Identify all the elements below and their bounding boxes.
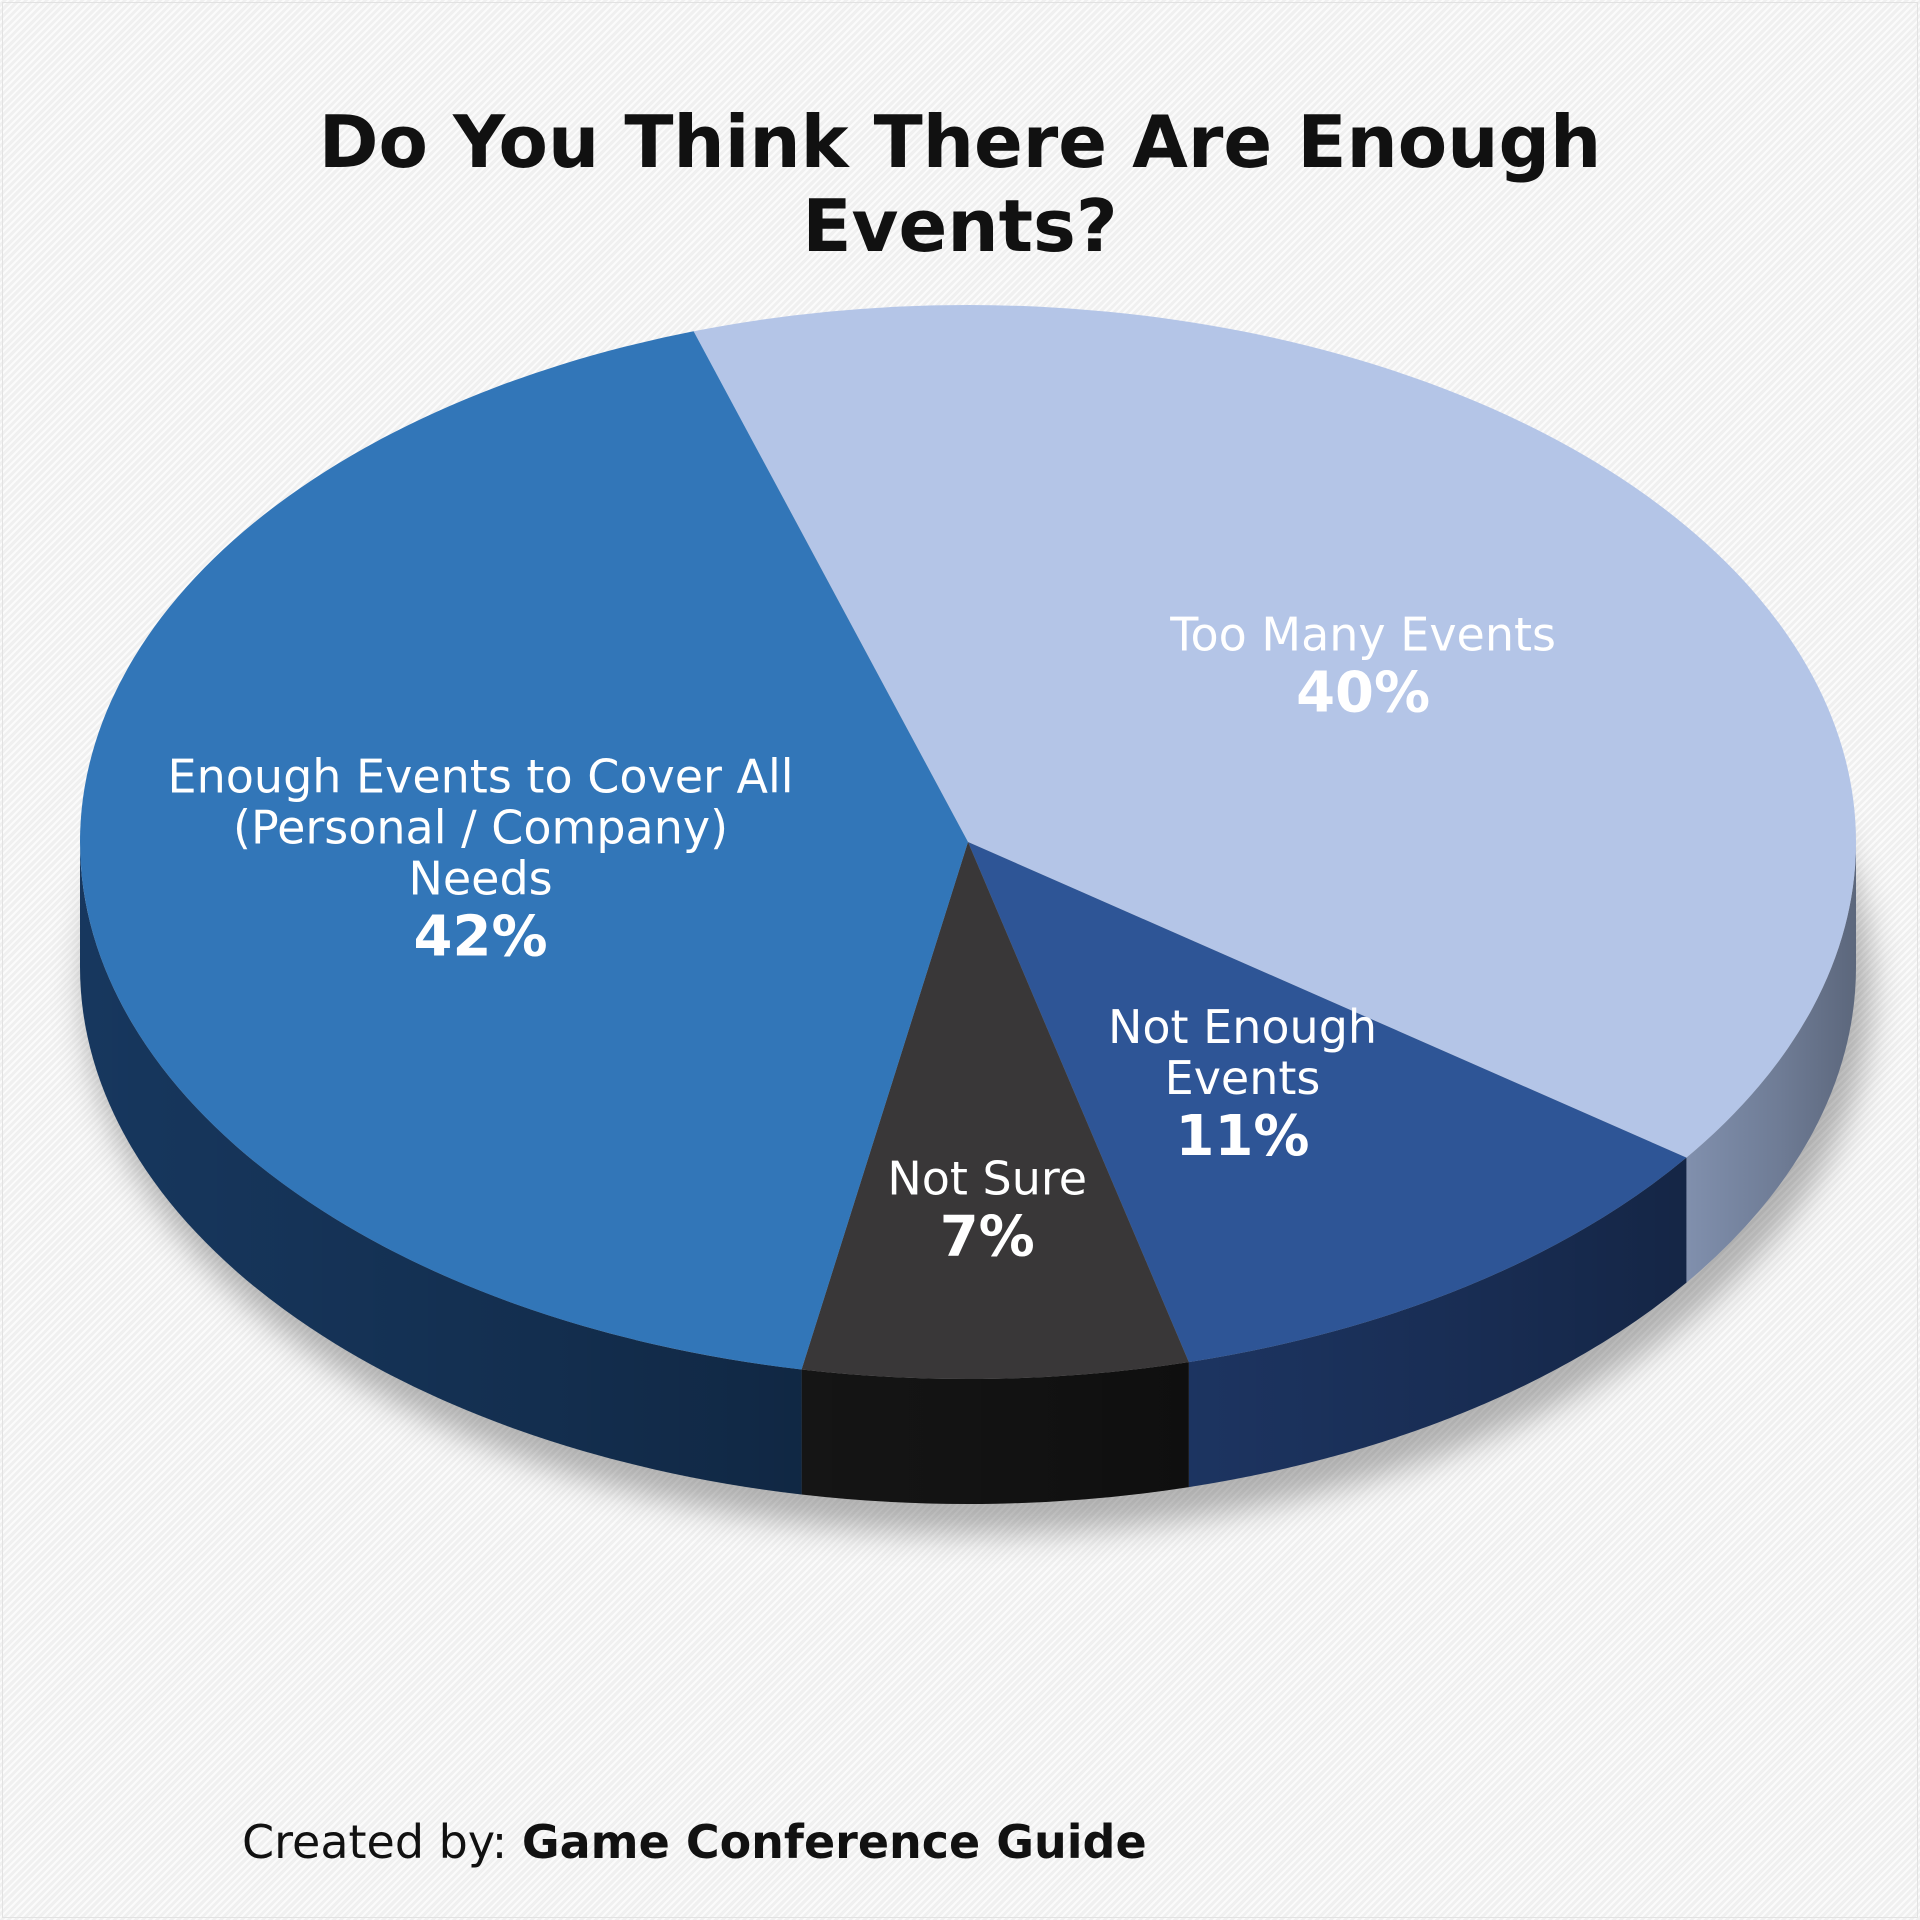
slice-4-value-label: 42% — [413, 904, 548, 970]
slice-4-side-shade — [79, 842, 802, 1495]
slice-2-value-label: 11% — [1175, 1104, 1310, 1170]
slice-1-label: Too Many Events 40% — [1170, 607, 1557, 727]
slice-4-top — [79, 331, 969, 1370]
chart-title-line-1: Do You Think There Are Enough — [318, 100, 1602, 184]
slice-1-top — [693, 305, 1856, 1158]
slice-1-side-shade — [1686, 842, 1856, 1283]
slice-2-side-shade — [1188, 1157, 1687, 1488]
slice-1-value-label: 40% — [1296, 660, 1431, 726]
slice-2-top — [968, 842, 1687, 1363]
slice-2-label: Not Enough Events 11% — [1108, 1002, 1377, 1170]
slice-2-label-line-1: Not Enough — [1107, 1000, 1378, 1055]
slice-3-label: Not Sure 7% — [887, 1151, 1088, 1271]
slice-3-value-label: 7% — [939, 1204, 1035, 1270]
credit-line: Created by: Game Conference Guide — [242, 1815, 1147, 1869]
chart-title: Do You Think There Are Enough Events? — [260, 100, 1660, 268]
slice-4-label-line-1: Enough Events to Cover All — [167, 749, 794, 804]
slice-3-label-line-1: Not Sure — [887, 1151, 1088, 1206]
slice-2-label-line-2: Events — [1164, 1051, 1321, 1106]
slice-1-label-line-1: Too Many Events — [1170, 607, 1557, 662]
credit-brand: Game Conference Guide — [521, 1815, 1147, 1869]
chart-title-line-2: Events? — [802, 184, 1118, 268]
slice-4-label: Enough Events to Cover All (Personal / Co… — [168, 751, 794, 970]
slice-4-label-line-2: (Personal / Company) — [233, 800, 729, 855]
credit-prefix: Created by: — [242, 1815, 508, 1869]
slice-3-side-shade — [801, 1362, 1189, 1505]
slice-3-top — [801, 842, 1189, 1380]
slice-4-label-line-3: Needs — [408, 851, 553, 906]
